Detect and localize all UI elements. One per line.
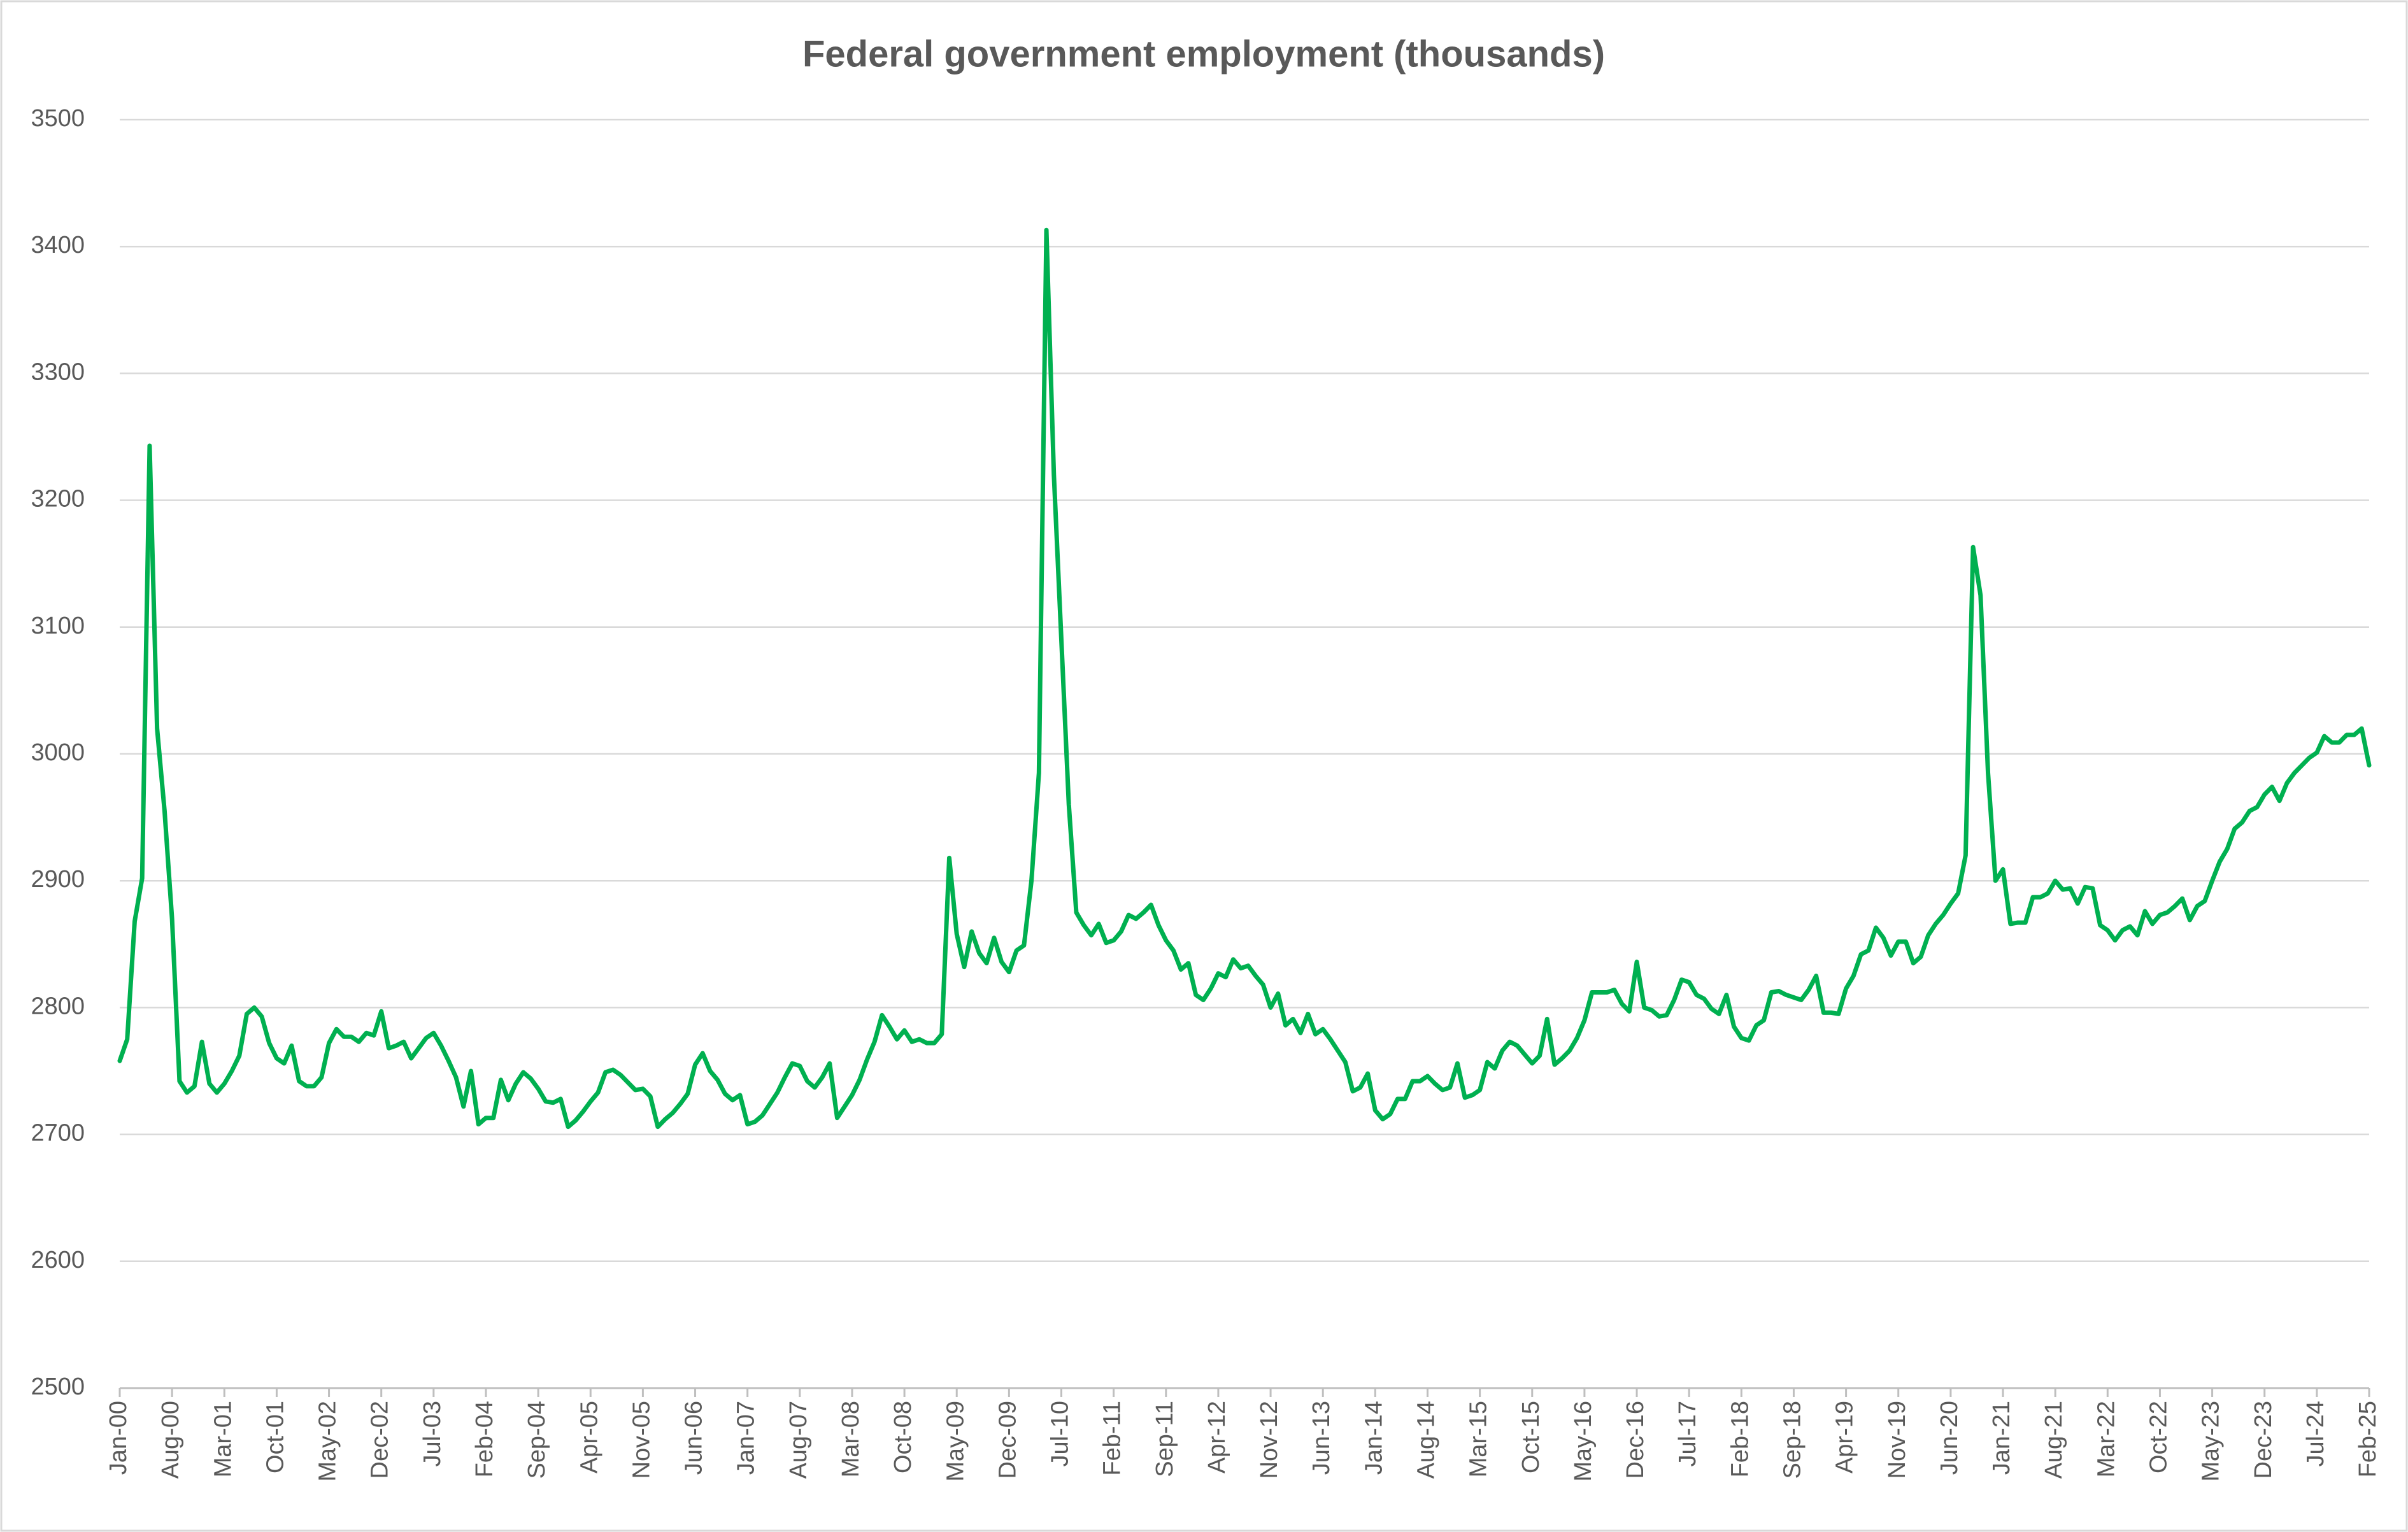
x-tick-label: Oct-01 xyxy=(262,1401,289,1473)
x-tick-label: Dec-16 xyxy=(1622,1401,1649,1479)
x-tick-label: Jul-17 xyxy=(1674,1401,1701,1467)
x-tick-label: Jun-20 xyxy=(1936,1401,1963,1475)
y-tick-label: 2700 xyxy=(31,1120,85,1147)
x-tick-label: Jul-24 xyxy=(2302,1401,2329,1467)
x-tick-label: Apr-05 xyxy=(576,1401,602,1473)
line-series xyxy=(117,227,2372,1130)
y-tick-label: 3100 xyxy=(31,613,85,639)
x-tick-label: Dec-02 xyxy=(367,1401,394,1479)
x-tick-label: Sep-18 xyxy=(1779,1401,1806,1479)
x-tick-label: Mar-15 xyxy=(1465,1401,1492,1477)
x-tick-label: Nov-19 xyxy=(1884,1401,1911,1479)
x-tick-label: Jun-13 xyxy=(1308,1401,1335,1475)
x-tick-label: Sep-11 xyxy=(1151,1401,1178,1477)
y-tick-label: 3500 xyxy=(31,105,85,132)
x-tick-label: Oct-15 xyxy=(1518,1401,1544,1473)
x-tick-label: Feb-25 xyxy=(2355,1401,2381,1477)
x-tick-label: Dec-09 xyxy=(994,1401,1021,1479)
x-tick-label: Feb-04 xyxy=(471,1401,498,1477)
y-tick-label: 3400 xyxy=(31,232,85,259)
chart-title: Federal government employment (thousands… xyxy=(802,33,1605,74)
x-tick-label: Apr-12 xyxy=(1204,1401,1230,1473)
x-tick-label: Jul-03 xyxy=(419,1401,446,1467)
x-tick-label: Jan-00 xyxy=(105,1401,132,1475)
x-tick-label: Sep-04 xyxy=(524,1401,550,1479)
x-tick-label: Oct-22 xyxy=(2145,1401,2172,1473)
x-tick-label: Feb-18 xyxy=(1727,1401,1753,1477)
x-tick-label: Nov-05 xyxy=(628,1401,655,1479)
y-tick-label: 2900 xyxy=(31,866,85,893)
x-tick-label: Apr-19 xyxy=(1832,1401,1858,1473)
x-tick-label: Jan-21 xyxy=(1988,1401,2015,1475)
x-tick-label: Oct-08 xyxy=(890,1401,916,1473)
x-tick-label: May-23 xyxy=(2198,1401,2225,1482)
x-tick-label: Aug-07 xyxy=(785,1401,812,1479)
x-tick-label: Jan-07 xyxy=(733,1401,760,1475)
x-tick-label: Mar-01 xyxy=(210,1401,236,1477)
x-tick-label: Nov-12 xyxy=(1256,1401,1283,1479)
x-tick-label: Jun-06 xyxy=(681,1401,708,1475)
y-tick-label: 3300 xyxy=(31,358,85,385)
y-tick-label: 2600 xyxy=(31,1247,85,1273)
x-tick-label: May-09 xyxy=(942,1401,969,1482)
y-tick-label: 3000 xyxy=(31,739,85,766)
y-tick-label: 2800 xyxy=(31,993,85,1019)
x-tick-label: Mar-08 xyxy=(837,1401,864,1477)
x-tick-label: Dec-23 xyxy=(2250,1401,2277,1479)
x-tick-label: May-16 xyxy=(1570,1401,1597,1482)
y-tick-label: 3200 xyxy=(31,486,85,513)
x-tick-label: Jan-14 xyxy=(1360,1401,1387,1475)
x-tick-label: Mar-22 xyxy=(2093,1401,2119,1477)
x-tick-label: Aug-21 xyxy=(2041,1401,2067,1479)
x-tick-label: May-02 xyxy=(315,1401,341,1482)
x-tick-label: Jul-10 xyxy=(1047,1401,1074,1467)
x-tick-label: Feb-11 xyxy=(1099,1401,1126,1476)
x-tick-label: Aug-14 xyxy=(1413,1401,1440,1479)
x-tick-label: Aug-00 xyxy=(157,1401,184,1479)
y-tick-label: 2500 xyxy=(31,1373,85,1400)
